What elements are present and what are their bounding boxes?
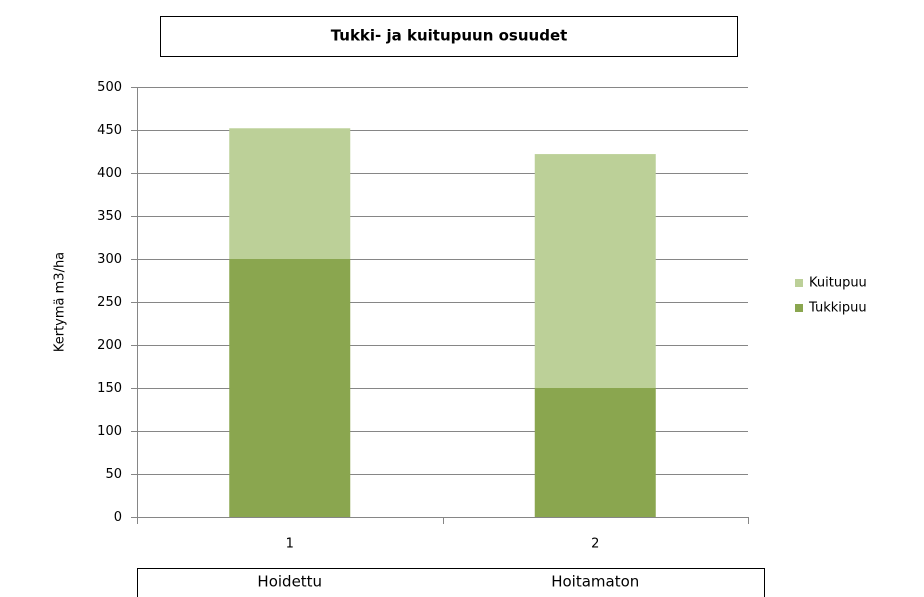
legend-label: Kuitupuu <box>809 276 867 291</box>
y-tick-label: 500 <box>97 80 122 95</box>
y-tick-label: 200 <box>97 338 122 353</box>
category-label: Hoitamaton <box>551 573 639 591</box>
legend-swatch <box>795 279 803 287</box>
bar-segment <box>229 259 351 517</box>
y-tick-label: 100 <box>97 424 122 439</box>
bar-segment <box>534 154 656 388</box>
y-tick-label: 250 <box>97 295 122 310</box>
category-box <box>137 568 765 597</box>
title-box <box>160 16 738 57</box>
y-tick-label: 450 <box>97 123 122 138</box>
y-tick-label: 400 <box>97 166 122 181</box>
y-tick-label: 300 <box>97 252 122 267</box>
bar-segment <box>534 388 656 517</box>
chart-title: Tukki- ja kuitupuun osuudet <box>331 27 568 45</box>
legend-label: Tukkipuu <box>808 301 867 316</box>
y-tick-label: 350 <box>97 209 122 224</box>
category-label: Hoidettu <box>257 573 322 591</box>
y-axis-label: Kertymä m3/ha <box>53 252 68 352</box>
bar-segment <box>229 128 351 259</box>
x-tick-label: 1 <box>286 537 294 552</box>
x-tick-label: 2 <box>591 537 599 552</box>
y-tick-label: 150 <box>97 381 122 396</box>
y-tick-label: 0 <box>114 510 122 525</box>
legend-swatch <box>795 304 803 312</box>
y-tick-label: 50 <box>105 467 122 482</box>
